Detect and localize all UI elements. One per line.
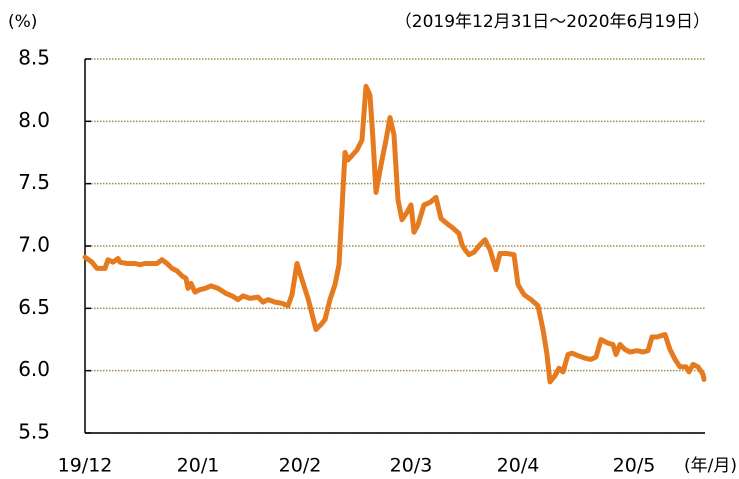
y-tick-label: 6.5: [18, 295, 50, 319]
x-tick-label: 20/2: [279, 455, 322, 477]
x-tick-label: 20/3: [390, 455, 433, 477]
x-tick-label: 19/12: [58, 455, 113, 477]
y-tick-label: 7.5: [18, 170, 50, 194]
y-tick-label: 8.5: [18, 46, 50, 70]
x-tick-label: 20/4: [497, 455, 540, 477]
y-tick-label: 6.0: [18, 357, 50, 381]
x-unit: (年/月): [684, 456, 737, 476]
y-tick-label: 7.0: [18, 233, 50, 257]
y-tick-label: 8.0: [18, 108, 50, 132]
x-tick-label: 20/1: [177, 455, 220, 477]
x-tick-label: 20/5: [613, 455, 656, 477]
y-tick-label: 5.5: [18, 420, 50, 444]
y-unit: (%): [8, 12, 37, 32]
line: [82, 83, 707, 385]
subtitle: （2019年12月31日～2020年6月19日）: [395, 12, 710, 32]
